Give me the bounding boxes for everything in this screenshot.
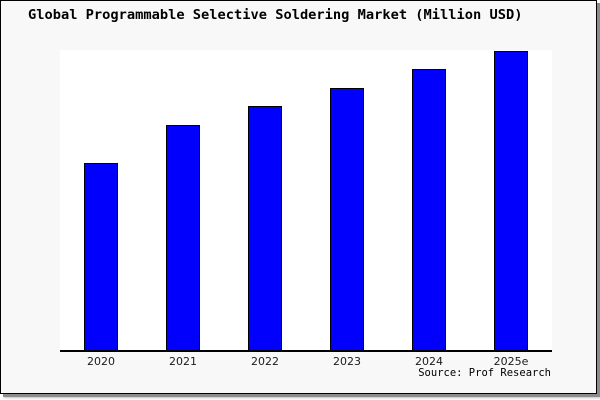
x-tick-label-2024: 2024 xyxy=(415,355,443,368)
bar-2020 xyxy=(84,163,118,350)
x-tick-label-2022: 2022 xyxy=(251,355,279,368)
bar-2025e xyxy=(494,51,528,350)
chart-title: Global Programmable Selective Soldering … xyxy=(28,7,523,23)
x-tick-label-2025e: 2025e xyxy=(493,355,529,368)
plot-area xyxy=(60,50,552,352)
bar-2024 xyxy=(412,69,446,350)
source-credit: Source: Prof Research xyxy=(418,367,551,379)
bar-2021 xyxy=(166,125,200,350)
x-tick-label-2020: 2020 xyxy=(87,355,115,368)
bar-2022 xyxy=(248,106,282,350)
x-tick-label-2023: 2023 xyxy=(333,355,361,368)
x-tick-label-2021: 2021 xyxy=(169,355,197,368)
bar-2023 xyxy=(330,88,364,350)
